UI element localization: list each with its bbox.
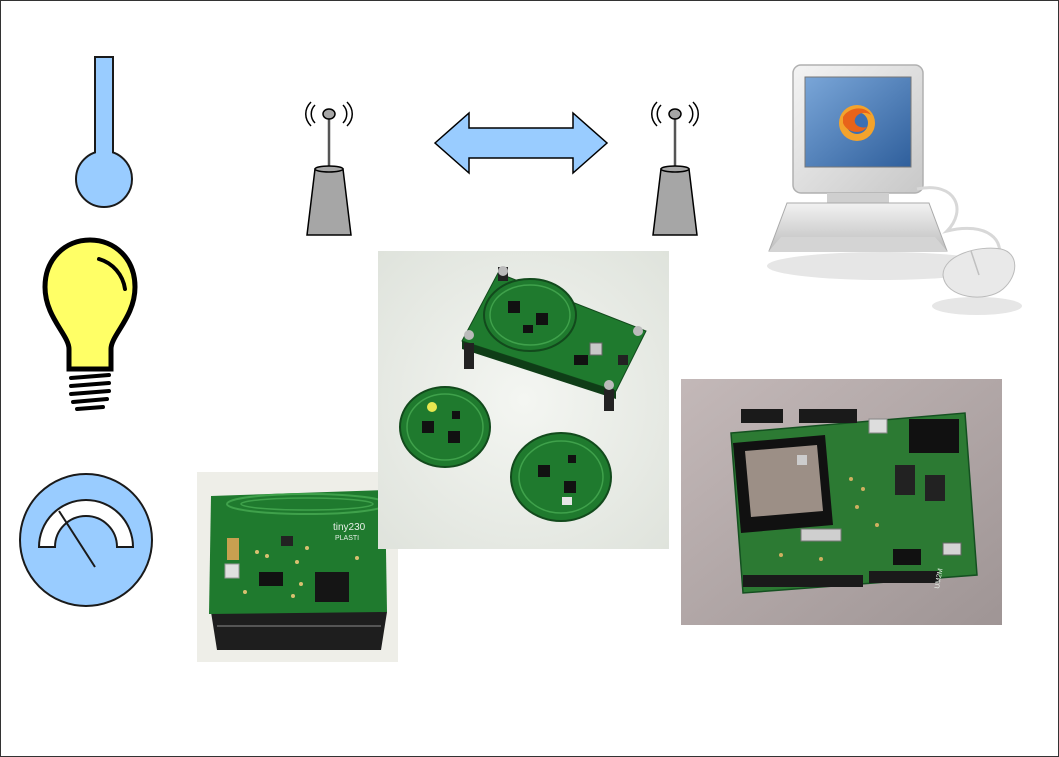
light-bulb-icon bbox=[39, 237, 141, 417]
radio-antenna-left-icon bbox=[301, 99, 357, 241]
bidirectional-arrow-icon bbox=[433, 111, 609, 175]
arduino-shield-board-photo: UM2M bbox=[681, 379, 1002, 625]
board-silk-label: tiny230 bbox=[333, 522, 366, 533]
radio-antenna-right-icon bbox=[647, 99, 703, 241]
board-silk-sublabel: PLASTI bbox=[335, 535, 359, 542]
thermometer-icon bbox=[73, 55, 135, 211]
board-silk-label: UM2M bbox=[934, 568, 945, 590]
sensor-node-board-photo: tiny230 PLASTI bbox=[197, 472, 398, 662]
wireless-node-boards-photo bbox=[378, 251, 669, 549]
gauge-icon bbox=[17, 471, 155, 609]
desktop-computer-icon bbox=[757, 61, 1027, 321]
